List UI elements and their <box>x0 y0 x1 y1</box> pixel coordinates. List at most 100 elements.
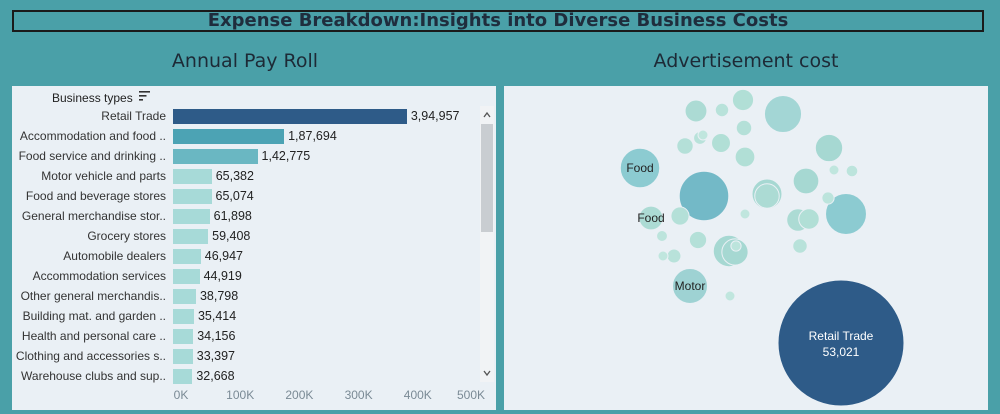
payroll-chart-panel: Business types Retail Trade 3,94,957 Accom… <box>12 86 496 410</box>
bubble[interactable] <box>825 193 867 235</box>
bar-row[interactable]: Clothing and accessories s.. 33,397 <box>12 346 478 366</box>
bar[interactable] <box>173 309 194 324</box>
bubble[interactable] <box>730 240 742 252</box>
scroll-up-icon[interactable] <box>482 110 492 120</box>
bar-row[interactable]: Accommodation services 44,919 <box>12 266 478 286</box>
bar-row[interactable]: Motor vehicle and parts 65,382 <box>12 166 478 186</box>
bar-value-label: 61,898 <box>213 209 252 223</box>
bar-row[interactable]: Grocery stores 59,408 <box>12 226 478 246</box>
bar-row[interactable]: General merchandise stor.. 61,898 <box>12 206 478 226</box>
bubble[interactable] <box>676 137 694 155</box>
bubble-chart: Retail Trade 53,021 Food Motor Food <box>619 88 905 407</box>
bar-category-label: Accommodation and food .. <box>19 129 166 143</box>
bubble[interactable] <box>777 279 905 407</box>
bar[interactable] <box>173 209 210 224</box>
bar[interactable] <box>173 229 209 244</box>
payroll-chart-title: Annual Pay Roll <box>171 50 319 72</box>
bubble[interactable] <box>684 99 708 123</box>
bar[interactable] <box>173 189 212 204</box>
bubble[interactable] <box>657 250 669 262</box>
bar-value-label: 65,074 <box>215 189 254 203</box>
bubble-label: Retail Trade <box>809 329 874 343</box>
bar[interactable] <box>173 329 194 344</box>
bubble[interactable] <box>814 133 844 163</box>
bar-category-label: Warehouse clubs and sup.. <box>21 369 166 383</box>
bar[interactable] <box>173 169 212 184</box>
bar[interactable] <box>173 269 200 284</box>
bar-category-label: Grocery stores <box>87 229 166 243</box>
bar-row[interactable]: Health and personal care .. 34,156 <box>12 326 478 346</box>
bubble[interactable] <box>666 248 682 264</box>
bubble[interactable] <box>619 147 661 189</box>
bar[interactable] <box>173 289 196 304</box>
advertisement-chart-title: Advertisement cost <box>653 50 839 72</box>
vertical-scrollbar[interactable] <box>480 106 494 382</box>
sort-icon[interactable] <box>139 90 151 102</box>
bubble[interactable] <box>724 290 736 302</box>
bubble[interactable] <box>688 230 708 250</box>
bar-row[interactable]: Food service and drinking .. 1,42,775 <box>12 146 478 166</box>
bubble[interactable] <box>734 146 756 168</box>
dashboard-title: Expense Breakdown:Insights into Diverse … <box>12 10 984 32</box>
bubble[interactable] <box>711 133 731 153</box>
bubble-label: Food <box>626 161 653 175</box>
scroll-down-icon[interactable] <box>482 368 492 378</box>
bar-category-label: Retail Trade <box>101 109 166 123</box>
bar[interactable] <box>173 349 193 364</box>
x-axis-tick: 400K <box>403 388 432 402</box>
bar-row[interactable]: Other general merchandis.. 38,798 <box>12 286 478 306</box>
bubble[interactable] <box>731 88 755 112</box>
x-axis-tick: 0K <box>173 388 189 402</box>
bar-value-label: 35,414 <box>197 309 237 323</box>
bar-category-label: Clothing and accessories s.. <box>15 349 166 363</box>
bubble-label: Food <box>637 211 664 225</box>
bubble[interactable] <box>792 238 808 254</box>
bar-value-label: 33,397 <box>196 349 235 363</box>
bar-value-label: 46,947 <box>204 249 244 263</box>
bar-row[interactable]: Retail Trade 3,94,957 <box>12 106 478 126</box>
bar-value-label: 59,408 <box>212 229 251 243</box>
bar-value-label: 1,42,775 <box>261 149 311 163</box>
scrollbar-thumb[interactable] <box>481 124 493 232</box>
bar-category-label: Food and beverage stores <box>25 189 166 203</box>
bar[interactable] <box>173 149 258 164</box>
bubble[interactable] <box>792 167 820 195</box>
bar[interactable] <box>173 249 201 264</box>
bar-value-label: 34,156 <box>197 329 236 343</box>
bar[interactable] <box>173 129 285 144</box>
bubble[interactable] <box>671 267 709 305</box>
bar-category-label: Food service and drinking .. <box>18 149 166 163</box>
bar-row[interactable]: Automobile dealers 46,947 <box>12 246 478 266</box>
bar-value-label: 32,668 <box>196 369 235 383</box>
bubble[interactable] <box>714 102 730 118</box>
bar[interactable] <box>173 109 407 124</box>
bar-row[interactable]: Accommodation and food .. 1,87,694 <box>12 126 478 146</box>
bar-row[interactable]: Warehouse clubs and sup.. 32,668 <box>12 366 478 386</box>
bubble[interactable] <box>697 129 709 141</box>
bubble[interactable] <box>828 164 840 176</box>
bar-category-label: Automobile dealers <box>63 249 166 263</box>
bubble[interactable] <box>763 94 803 134</box>
bubble[interactable] <box>678 170 730 222</box>
column-header-business-types[interactable]: Business types <box>52 91 133 105</box>
advertisement-chart-panel: Retail Trade 53,021 Food Motor Food <box>504 86 988 410</box>
bubble[interactable] <box>735 119 753 137</box>
bar-value-label: 44,919 <box>203 269 242 283</box>
bubble[interactable] <box>821 191 835 205</box>
bubble[interactable] <box>845 164 859 178</box>
bar-value-label: 65,382 <box>215 169 254 183</box>
bar-category-label: Other general merchandis.. <box>20 289 166 303</box>
bar-row[interactable]: Building mat. and garden .. 35,414 <box>12 306 478 326</box>
bar-category-label: Health and personal care .. <box>21 329 166 343</box>
bar[interactable] <box>173 369 193 384</box>
bubble[interactable] <box>670 206 690 226</box>
bubble[interactable] <box>638 205 664 231</box>
x-axis: 0K 100K 200K 300K 400K 500K <box>12 388 485 406</box>
bubble-value-label: 53,021 <box>823 345 860 359</box>
bubble[interactable] <box>754 183 780 209</box>
bubble[interactable] <box>798 208 820 230</box>
bar-row[interactable]: Food and beverage stores 65,074 <box>12 186 478 206</box>
x-axis-tick: 200K <box>285 388 314 402</box>
bubble[interactable] <box>656 230 668 242</box>
bubble[interactable] <box>739 208 751 220</box>
